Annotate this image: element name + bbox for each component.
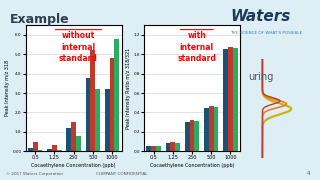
Text: with
internal
standard: with internal standard — [177, 31, 216, 63]
Bar — [115, 39, 119, 151]
Bar — [28, 148, 33, 151]
Bar — [86, 78, 91, 151]
Text: THE SCIENCE OF WHAT'S POSSIBLE: THE SCIENCE OF WHAT'S POSSIBLE — [230, 31, 303, 35]
Text: © 2017 Waters Corporation: © 2017 Waters Corporation — [6, 172, 63, 176]
X-axis label: Cocaethylene Concentration (ppb): Cocaethylene Concentration (ppb) — [31, 163, 116, 168]
Bar — [76, 136, 81, 151]
Text: Waters: Waters — [230, 9, 291, 24]
Bar — [171, 143, 175, 151]
Bar — [105, 89, 109, 151]
Bar — [47, 149, 52, 151]
Text: uring: uring — [248, 72, 273, 82]
Text: 4: 4 — [307, 171, 310, 176]
Bar — [166, 143, 171, 151]
Bar — [38, 150, 43, 151]
Bar — [156, 146, 161, 151]
Bar — [91, 50, 95, 151]
X-axis label: Cocaethylene Concentration (ppb): Cocaethylene Concentration (ppb) — [150, 163, 234, 168]
Bar — [204, 108, 209, 151]
Bar — [223, 50, 228, 151]
Y-axis label: Peak Intensity m/z 318: Peak Intensity m/z 318 — [4, 60, 10, 116]
Bar — [33, 143, 38, 151]
Bar — [71, 122, 76, 151]
Bar — [233, 48, 238, 151]
Bar — [57, 150, 62, 151]
Bar — [147, 146, 151, 151]
Bar — [151, 146, 156, 151]
Bar — [52, 145, 57, 151]
Text: Example: Example — [10, 13, 69, 26]
Y-axis label: Peak Intensity Ratio m/z 318/321: Peak Intensity Ratio m/z 318/321 — [125, 48, 131, 129]
Bar — [175, 143, 180, 151]
Bar — [185, 122, 190, 151]
Bar — [95, 89, 100, 151]
Text: without
internal
standard: without internal standard — [59, 31, 98, 63]
Bar — [209, 106, 214, 151]
Text: COMPANY CONFIDENTIAL: COMPANY CONFIDENTIAL — [96, 172, 148, 176]
Bar — [195, 121, 199, 151]
Bar — [214, 107, 219, 151]
Bar — [67, 128, 71, 151]
Bar — [189, 120, 195, 151]
Bar — [228, 48, 233, 151]
Bar — [109, 58, 115, 151]
